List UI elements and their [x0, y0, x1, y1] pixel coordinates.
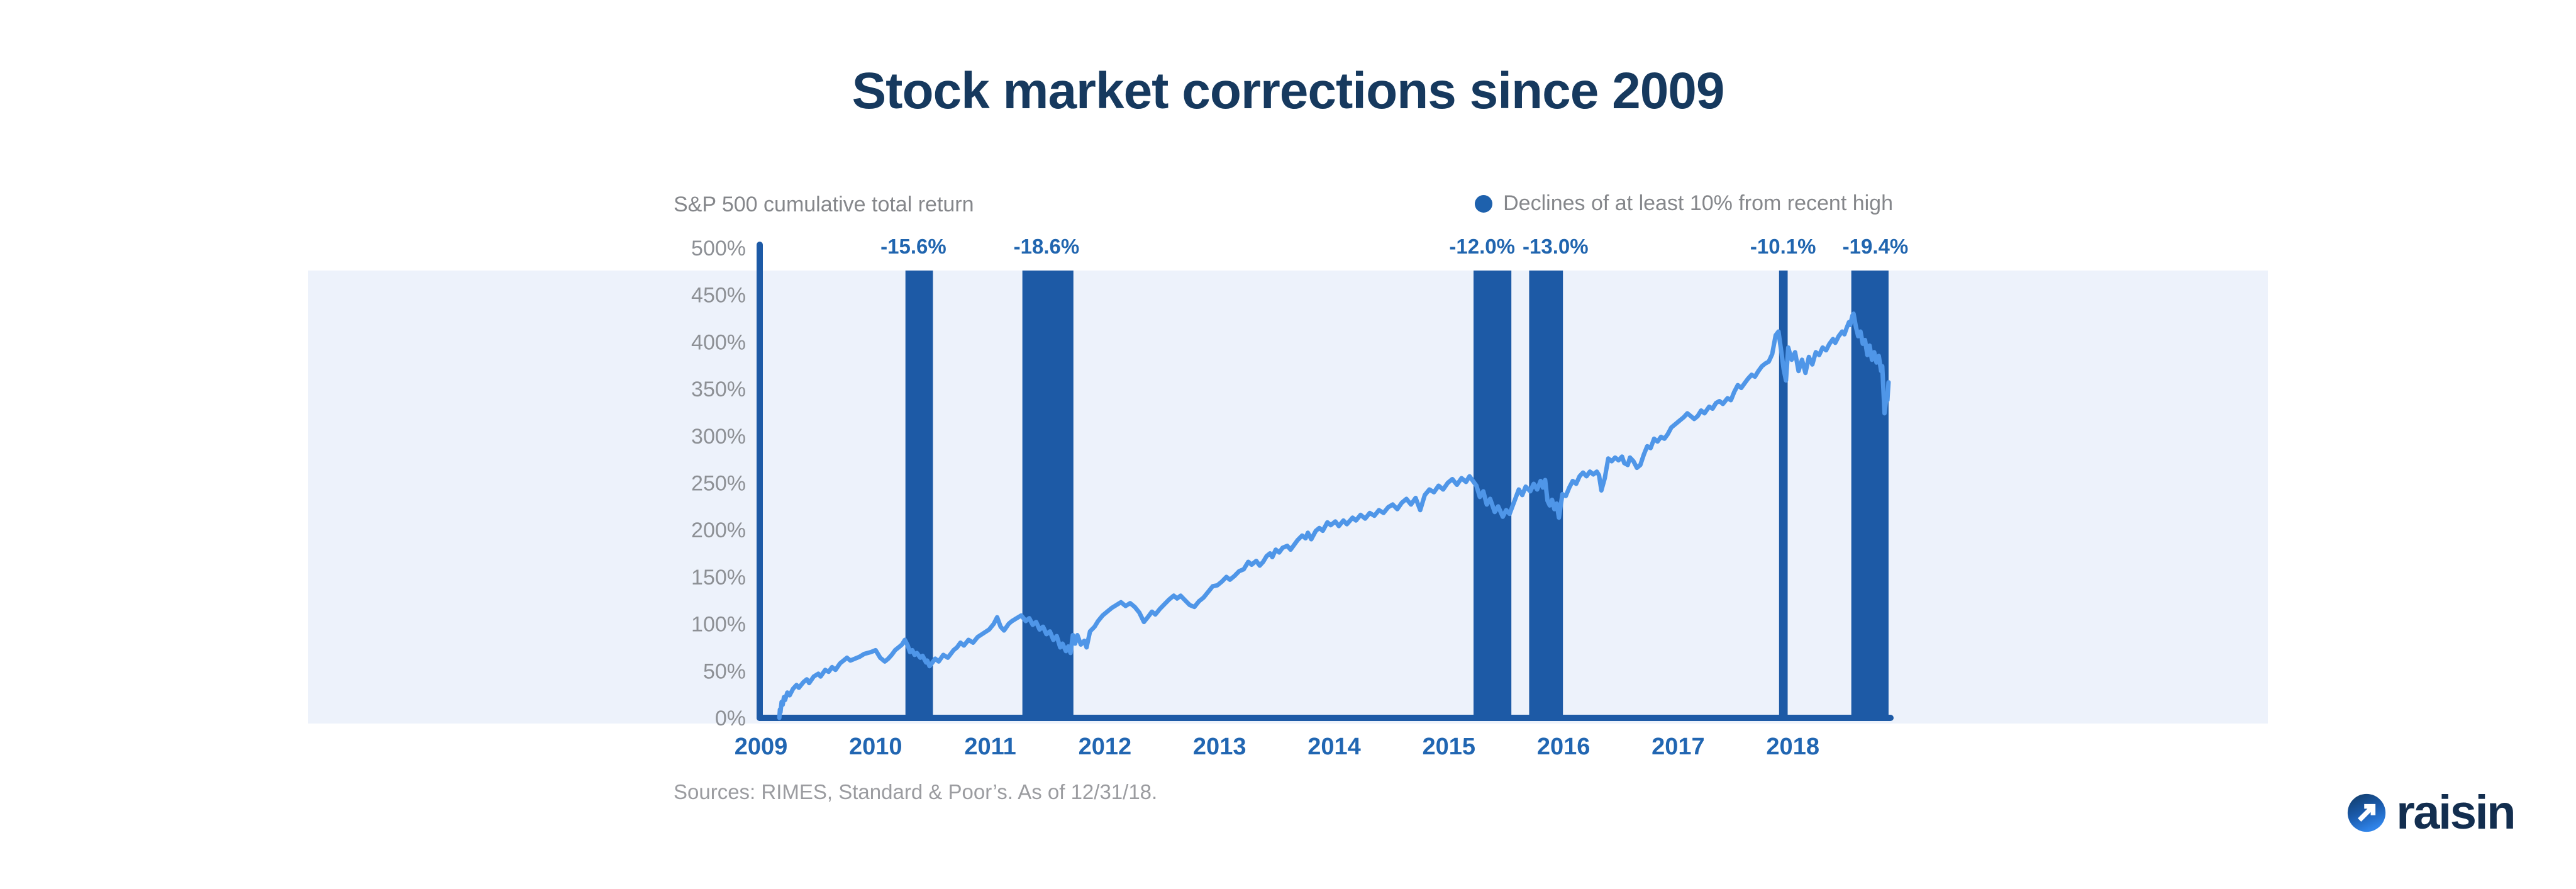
x-axis-label: 2014 — [1307, 734, 1361, 760]
legend-series-label: S&P 500 cumulative total return — [674, 193, 974, 216]
decline-label: -13.0% — [1523, 235, 1589, 258]
x-axis-label: 2016 — [1537, 734, 1591, 760]
x-axis-label: 2017 — [1652, 734, 1705, 760]
y-axis-label: 0% — [715, 707, 746, 730]
y-axis-label: 100% — [691, 613, 746, 637]
legend-declines: Declines of at least 10% from recent hig… — [1475, 191, 1893, 216]
x-axis-label: 2012 — [1079, 734, 1132, 760]
declines-dot-icon — [1475, 194, 1493, 213]
y-axis-label: 300% — [691, 425, 746, 449]
plot-background — [308, 271, 2268, 724]
decline-label: -15.6% — [880, 235, 947, 258]
y-axis-label: 200% — [691, 518, 746, 542]
y-axis-label: 50% — [703, 659, 746, 683]
x-axis-label: 2018 — [1766, 734, 1819, 760]
y-axis-label: 250% — [691, 472, 746, 496]
y-axis-label: 400% — [691, 330, 746, 354]
decline-bar — [905, 271, 933, 718]
y-axis-label: 150% — [691, 566, 746, 590]
decline-label: -19.4% — [1843, 235, 1909, 258]
decline-label: -18.6% — [1014, 235, 1080, 258]
x-axis-label: 2010 — [849, 734, 902, 760]
x-axis-label: 2011 — [964, 734, 1016, 760]
logo-wordmark: raisin — [2396, 786, 2516, 839]
x-axis-label: 2013 — [1193, 734, 1246, 760]
sources-note: Sources: RIMES, Standard & Poor’s. As of… — [674, 780, 1158, 803]
legend-declines-label: Declines of at least 10% from recent hig… — [1503, 191, 1893, 215]
page-title: Stock market corrections since 2009 — [852, 62, 1724, 120]
decline-label: -10.1% — [1750, 235, 1816, 258]
y-axis-label: 450% — [691, 284, 746, 308]
arrow-up-right-circle-icon — [2348, 793, 2386, 832]
decline-label: -12.0% — [1449, 235, 1515, 258]
decline-bar — [1022, 271, 1074, 718]
raisin-logo[interactable]: raisin — [2346, 786, 2516, 839]
x-axis-label: 2015 — [1423, 734, 1476, 760]
x-axis-label: 2009 — [735, 734, 788, 760]
y-axis-label: 350% — [691, 377, 746, 401]
y-axis-label: 500% — [691, 237, 746, 260]
sp500-line — [777, 311, 1891, 720]
